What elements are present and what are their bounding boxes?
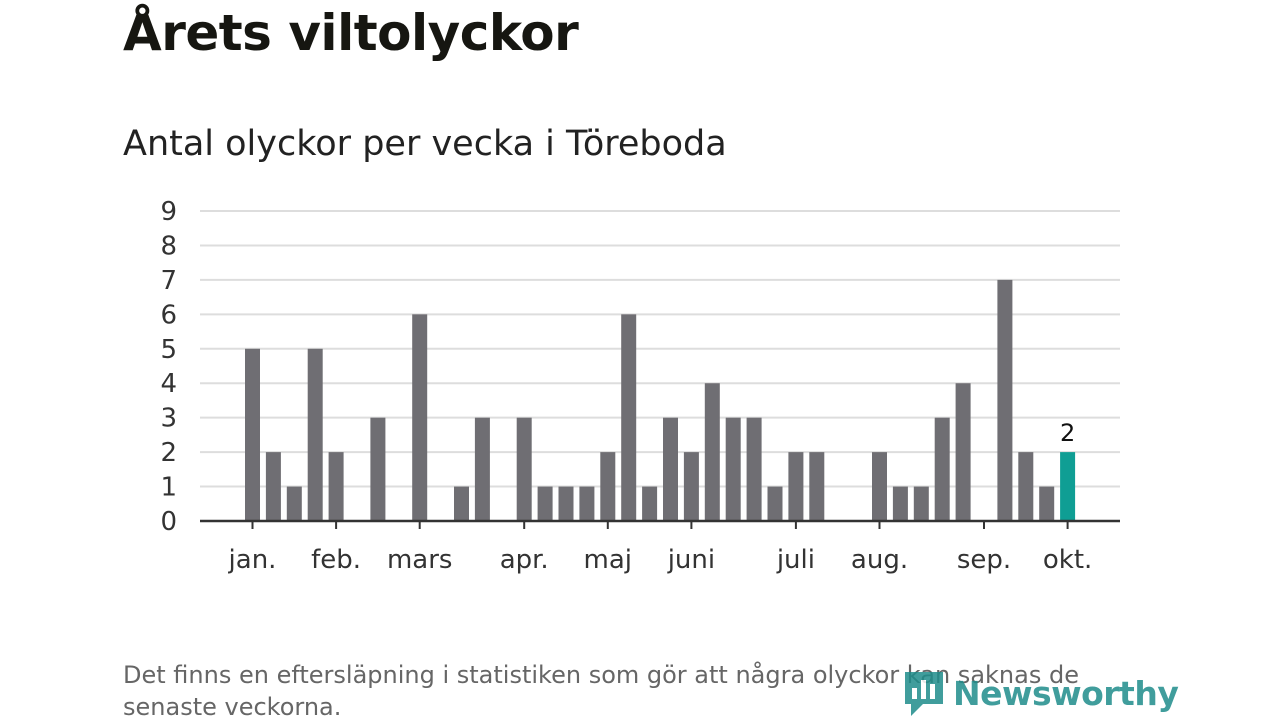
y-tick-label: 4 [160, 369, 177, 399]
data-labels: 2 [1060, 419, 1075, 447]
bar [265, 452, 281, 521]
bar [307, 348, 323, 521]
x-tick-label: mars [387, 545, 453, 575]
bar [1018, 452, 1034, 521]
bar [600, 452, 616, 521]
y-tick-label: 8 [160, 231, 177, 261]
y-tick-label: 0 [160, 507, 177, 537]
bar [454, 486, 469, 521]
newsworthy-logo-icon [905, 672, 943, 716]
bar [286, 486, 302, 521]
bar [245, 348, 260, 521]
bar [704, 383, 720, 521]
bar [621, 314, 637, 521]
y-tick-label: 2 [160, 438, 177, 468]
bar [892, 486, 908, 521]
chart-subtitle: Antal olyckor per vecka i Töreboda [123, 124, 727, 164]
x-tick-label: apr. [500, 545, 549, 575]
bar [872, 452, 887, 521]
x-tick-label: feb. [311, 545, 361, 575]
y-tick-label: 3 [160, 404, 177, 434]
x-tick-label: juni [667, 545, 715, 575]
bars [245, 279, 1076, 521]
y-tick-label: 9 [160, 197, 177, 227]
x-axis: jan. feb. mars apr. maj juni juli aug. sep. okt. [200, 519, 1120, 575]
bar [997, 279, 1013, 521]
data-label: 2 [1060, 419, 1075, 447]
y-axis-ticks: 0 1 2 3 4 5 6 7 8 9 [160, 197, 177, 537]
y-tick-label: 6 [160, 300, 177, 330]
x-tick-label: aug. [851, 545, 908, 575]
newsworthy-logo[interactable]: Newsworthy [903, 668, 1179, 718]
x-tick-label: sep. [957, 545, 1011, 575]
bar [663, 417, 678, 521]
x-tick-label: juli [776, 545, 815, 575]
x-tick-label: maj [584, 545, 632, 575]
bar [1060, 452, 1076, 521]
bar [1039, 486, 1055, 521]
bar [955, 383, 971, 521]
y-tick-label: 5 [160, 335, 177, 365]
bar [328, 452, 344, 521]
bar-chart: 0 1 2 3 4 5 6 7 8 9 jan. feb. mars apr. maj juni juli au… [160, 197, 1120, 575]
x-tick-label: jan. [228, 545, 277, 575]
grid-lines [200, 210, 1120, 488]
bar [412, 314, 428, 521]
bar [767, 486, 783, 521]
bar [558, 486, 574, 521]
x-tick-label: okt. [1043, 545, 1092, 575]
bar [642, 486, 658, 521]
bar [934, 417, 950, 521]
bar [913, 486, 929, 521]
chart-title: Årets viltolyckor [123, 4, 579, 62]
y-tick-label: 7 [160, 266, 177, 296]
bar [537, 486, 553, 521]
bar [809, 452, 825, 521]
bar [746, 417, 762, 521]
bar [474, 417, 490, 521]
bar [579, 486, 595, 521]
bar [788, 452, 804, 521]
bar [683, 452, 699, 521]
bar [370, 417, 386, 521]
y-tick-label: 1 [160, 473, 177, 503]
bar [725, 417, 741, 521]
logo-text: Newsworthy [953, 673, 1179, 713]
bar [516, 417, 532, 521]
